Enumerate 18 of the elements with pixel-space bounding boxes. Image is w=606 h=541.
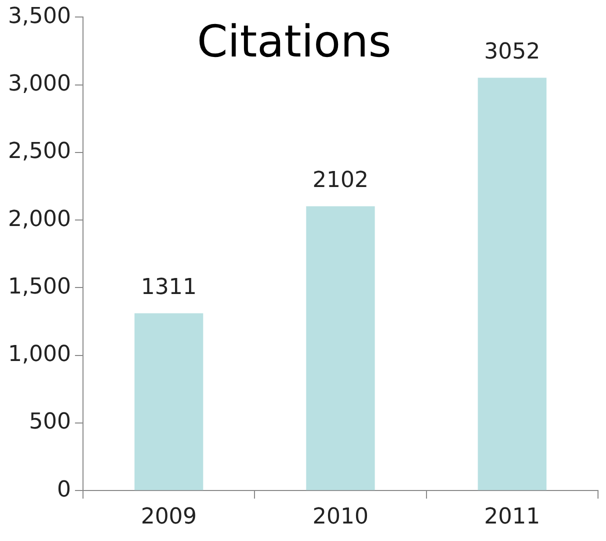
- bar: [478, 78, 546, 490]
- x-tick-label: 2009: [140, 504, 197, 530]
- data-label: 2102: [312, 168, 368, 194]
- x-tick-label: 2011: [484, 504, 540, 530]
- bar: [134, 313, 204, 490]
- y-tick-label: 2,000: [8, 206, 71, 232]
- y-tick-label: 0: [56, 477, 71, 502]
- chart-title: Citations: [196, 16, 392, 68]
- y-tick-label: 1,500: [8, 274, 71, 300]
- data-label: 1311: [140, 274, 197, 300]
- bar: [306, 206, 375, 490]
- y-tick-label: 500: [28, 410, 71, 435]
- y-tick-label: 3,000: [8, 72, 71, 97]
- x-tick-label: 2010: [312, 504, 368, 530]
- y-tick-label: 1,000: [8, 342, 71, 368]
- y-tick-label: 2,500: [8, 139, 71, 164]
- y-tick-label: 3,500: [8, 4, 71, 29]
- data-label: 3052: [484, 40, 540, 65]
